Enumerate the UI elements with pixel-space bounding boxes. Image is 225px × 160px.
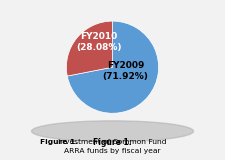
Text: ARRA funds by fiscal year: ARRA funds by fiscal year <box>64 148 161 154</box>
Text: Figure 1.: Figure 1. <box>93 138 132 147</box>
Wedge shape <box>67 21 159 113</box>
Wedge shape <box>66 21 112 76</box>
Text: FY2009
(71.92%): FY2009 (71.92%) <box>102 61 148 81</box>
Text: Investment of Common Fund: Investment of Common Fund <box>58 139 167 145</box>
Text: FY2010
(28.08%): FY2010 (28.08%) <box>76 32 122 52</box>
Text: Figure 1.: Figure 1. <box>40 139 79 145</box>
